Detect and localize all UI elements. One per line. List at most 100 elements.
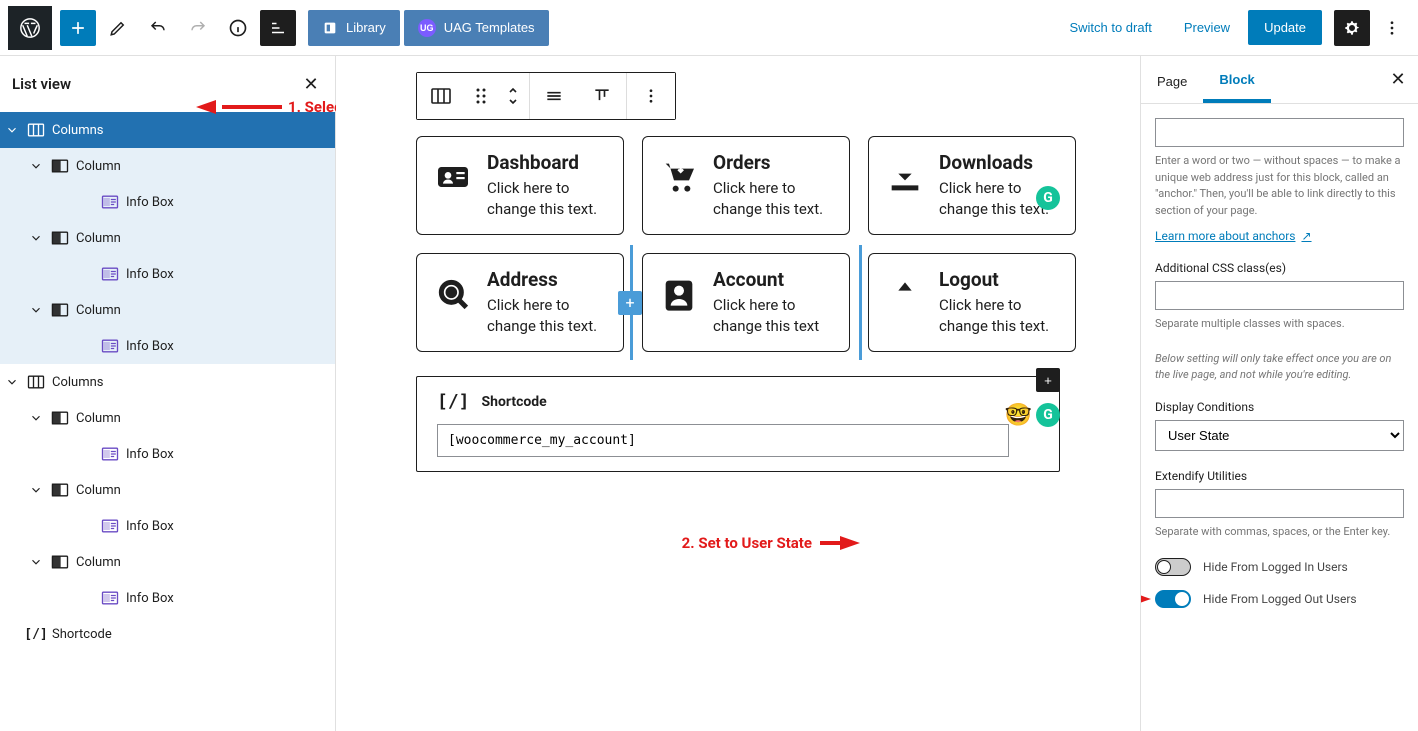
- uag-label: UAG Templates: [444, 20, 535, 35]
- tree-item-columns[interactable]: Columns: [0, 112, 335, 148]
- uag-templates-button[interactable]: UG UAG Templates: [404, 10, 549, 46]
- columns-icon: [24, 370, 48, 394]
- list-view-panel: List view ✕ 1. Select the Column Columns…: [0, 56, 336, 731]
- caret-icon[interactable]: [24, 231, 48, 245]
- tree-item-label: Info Box: [122, 195, 174, 210]
- tree-item-infobox[interactable]: Info Box: [0, 436, 335, 472]
- grammarly-bubble-icon[interactable]: G: [1036, 403, 1060, 427]
- card-title[interactable]: Dashboard: [487, 151, 607, 174]
- caret-icon[interactable]: [0, 375, 24, 389]
- anchor-input[interactable]: [1155, 118, 1404, 147]
- close-list-view-button[interactable]: ✕: [299, 72, 323, 96]
- card-text[interactable]: Click here to change this text.: [487, 295, 607, 337]
- tree-item-column[interactable]: Column: [0, 292, 335, 328]
- card-text[interactable]: Click here to change this text.: [713, 178, 833, 220]
- move-buttons[interactable]: [497, 73, 529, 119]
- card-text[interactable]: Click here to change this text.: [939, 295, 1059, 337]
- shortcode-icon: [/]: [24, 622, 48, 646]
- caret-icon[interactable]: [24, 303, 48, 317]
- block-type-button[interactable]: [417, 73, 465, 119]
- info-card[interactable]: Orders Click here to change this text.: [642, 136, 850, 235]
- tab-page[interactable]: Page: [1141, 58, 1203, 101]
- grammarly-icon[interactable]: G: [1036, 186, 1060, 210]
- hide-logged-in-toggle[interactable]: [1155, 558, 1191, 576]
- hide-logged-out-toggle[interactable]: [1155, 590, 1191, 608]
- column-icon: [48, 406, 72, 430]
- emoji-icon[interactable]: 🤓: [1005, 403, 1032, 428]
- tree-item-column[interactable]: Column: [0, 544, 335, 580]
- tree-item-shortcode[interactable]: [/]Shortcode: [0, 616, 335, 652]
- list-view-toggle[interactable]: [260, 10, 296, 46]
- shortcode-block[interactable]: [/] Shortcode: [416, 376, 1060, 472]
- column-icon: [48, 226, 72, 250]
- column-icon: [48, 154, 72, 178]
- tree-item-infobox[interactable]: Info Box: [0, 184, 335, 220]
- anchor-learn-more-link[interactable]: Learn more about anchors ↗: [1155, 229, 1312, 243]
- info-card[interactable]: Dashboard Click here to change this text.: [416, 136, 624, 235]
- caret-icon[interactable]: [24, 411, 48, 425]
- info-card[interactable]: Address Click here to change this text.: [416, 253, 624, 352]
- caret-icon[interactable]: [24, 159, 48, 173]
- update-button[interactable]: Update: [1248, 10, 1322, 45]
- infobox-icon: [98, 334, 122, 358]
- block-more-button[interactable]: [627, 73, 675, 119]
- shortcode-input[interactable]: [437, 424, 1009, 457]
- wordpress-logo[interactable]: [8, 6, 52, 50]
- caret-icon[interactable]: [24, 555, 48, 569]
- css-classes-input[interactable]: [1155, 281, 1404, 310]
- card-title[interactable]: Downloads: [939, 151, 1059, 174]
- edit-button[interactable]: [100, 10, 136, 46]
- info-button[interactable]: [220, 10, 256, 46]
- settings-button[interactable]: [1334, 10, 1370, 46]
- column-icon: [48, 550, 72, 574]
- tree-item-label: Info Box: [122, 591, 174, 606]
- tree-item-column[interactable]: Column: [0, 472, 335, 508]
- card-text[interactable]: Click here to change this text.: [487, 178, 607, 220]
- insert-column-button[interactable]: +: [618, 291, 642, 315]
- tree-item-column[interactable]: Column: [0, 220, 335, 256]
- more-options-button[interactable]: [1374, 10, 1410, 46]
- switch-draft-button[interactable]: Switch to draft: [1055, 12, 1165, 43]
- tree-item-label: Column: [72, 159, 121, 174]
- card-title[interactable]: Address: [487, 268, 607, 291]
- tree-item-infobox[interactable]: Info Box: [0, 580, 335, 616]
- display-conditions-select[interactable]: User State: [1155, 420, 1404, 451]
- add-block-button[interactable]: [60, 10, 96, 46]
- tree-item-column[interactable]: Column: [0, 148, 335, 184]
- undo-button[interactable]: [140, 10, 176, 46]
- tab-block[interactable]: Block: [1203, 56, 1270, 103]
- tree-item-label: Info Box: [122, 519, 174, 534]
- align-button[interactable]: [530, 73, 578, 119]
- uag-icon: UG: [418, 19, 436, 37]
- extendify-input[interactable]: [1155, 489, 1404, 518]
- tree-item-infobox[interactable]: Info Box: [0, 328, 335, 364]
- caret-icon[interactable]: [24, 483, 48, 497]
- card-title[interactable]: Orders: [713, 151, 833, 174]
- library-button[interactable]: Library: [308, 10, 400, 46]
- card-title[interactable]: Logout: [939, 268, 1059, 291]
- floating-helper-icons[interactable]: 🤓 G: [1005, 403, 1060, 428]
- card-text[interactable]: Click here to change this text: [713, 295, 833, 337]
- infobox-icon: [98, 190, 122, 214]
- infobox-icon: [98, 514, 122, 538]
- vertical-align-button[interactable]: [578, 73, 626, 119]
- info-card[interactable]: Logout Click here to change this text.: [868, 253, 1076, 352]
- info-card[interactable]: Account Click here to change this text: [642, 253, 850, 352]
- append-block-button[interactable]: +: [1036, 368, 1060, 392]
- card-title[interactable]: Account: [713, 268, 833, 291]
- close-sidebar-button[interactable]: ✕: [1386, 68, 1410, 92]
- tree-item-label: Info Box: [122, 267, 174, 282]
- preview-button[interactable]: Preview: [1170, 12, 1244, 43]
- editor-canvas[interactable]: G Dashboard Click here to change this tex…: [336, 56, 1140, 731]
- caret-icon[interactable]: [0, 123, 24, 137]
- tree-item-label: Shortcode: [48, 627, 112, 642]
- drag-handle-button[interactable]: [465, 73, 497, 119]
- tree-item-infobox[interactable]: Info Box: [0, 508, 335, 544]
- tree-item-columns[interactable]: Columns: [0, 364, 335, 400]
- css-classes-help: Separate multiple classes with spaces.: [1155, 316, 1404, 333]
- tree-item-column[interactable]: Column: [0, 400, 335, 436]
- shortcode-icon: [/]: [437, 391, 470, 412]
- tree-item-infobox[interactable]: Info Box: [0, 256, 335, 292]
- column-icon: [48, 478, 72, 502]
- redo-button[interactable]: [180, 10, 216, 46]
